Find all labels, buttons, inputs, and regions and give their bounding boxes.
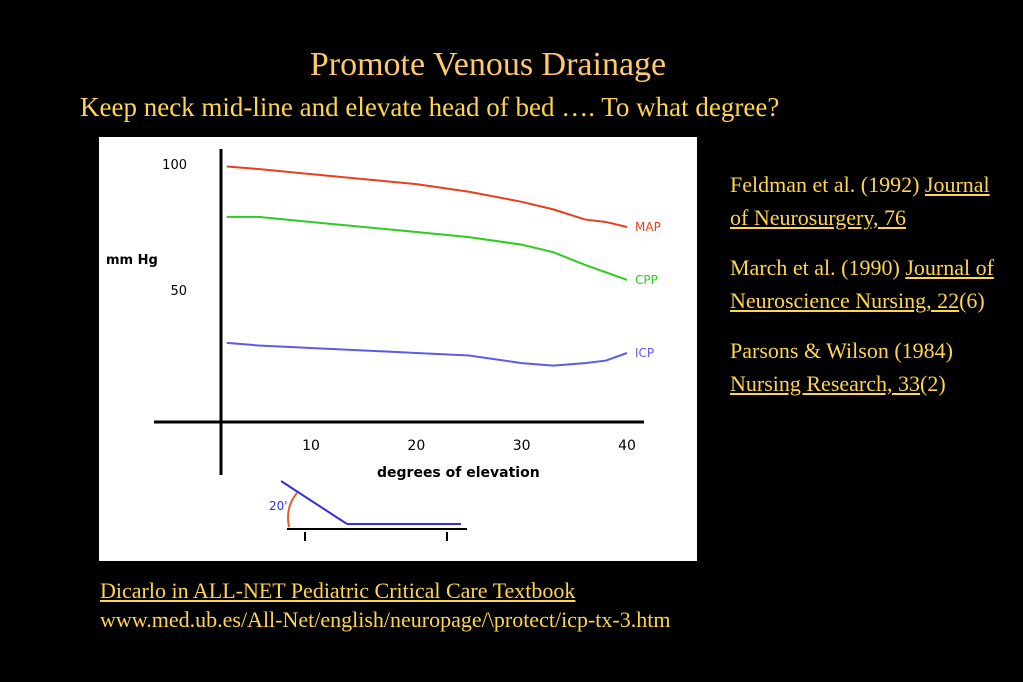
source-url[interactable]: www.med.ub.es/All-Net/english/neuropage/… — [100, 607, 671, 632]
slide-subtitle: Keep neck mid-line and elevate head of b… — [80, 92, 780, 122]
reference-author: March et al. (1990) — [730, 255, 906, 280]
x-tick-label: 10 — [302, 438, 320, 454]
y-tick-label: 50 — [170, 284, 187, 299]
angle-arc — [287, 492, 298, 528]
series-line-cpp — [226, 215, 628, 281]
bed-head-line — [280, 480, 348, 525]
reference-link[interactable]: Journal of Neuroscience Nursing, 22 — [730, 255, 994, 313]
reference-suffix: (6) — [959, 288, 985, 313]
series-line-icp — [226, 341, 628, 367]
reference-link[interactable]: Nursing Research, 33 — [730, 371, 921, 396]
angle-label: 20' — [269, 499, 288, 513]
slide-title: Promote Venous Drainage — [309, 46, 667, 83]
x-axis-label: degrees of elevation — [377, 465, 540, 481]
reference-item: Parsons & Wilson (1984) Nursing Research… — [730, 334, 1010, 400]
series-label-icp: ICP — [635, 346, 654, 360]
reference-link[interactable]: Journal of Neurosurgery, 76 — [730, 172, 990, 230]
reference-author: Parsons & Wilson (1984) — [730, 338, 953, 363]
source-link[interactable]: Dicarlo in ALL-NET Pediatric Critical Ca… — [100, 578, 576, 603]
references-list: Feldman et al. (1992) Journal of Neurosu… — [730, 168, 1010, 417]
reference-item: March et al. (1990) Journal of Neuroscie… — [730, 251, 1010, 317]
series-line-map — [226, 165, 628, 228]
chart-figure: mm Hg degrees of elevation 10 20 30 40 100 50… — [99, 137, 697, 561]
reference-suffix: (2) — [920, 371, 946, 396]
x-tick-label: 40 — [618, 438, 636, 454]
series-label-cpp: CPP — [635, 273, 658, 287]
x-tick-label: 20 — [407, 438, 425, 454]
series-label-map: MAP — [635, 220, 661, 234]
y-tick-label: 100 — [162, 158, 187, 173]
bed-elevation-diagram: 20' — [269, 480, 467, 541]
x-tick-label: 30 — [513, 438, 531, 454]
reference-item: Feldman et al. (1992) Journal of Neurosu… — [730, 168, 1010, 234]
footer-citation: Dicarlo in ALL-NET Pediatric Critical Ca… — [100, 576, 670, 634]
y-axis-label: mm Hg — [106, 253, 158, 268]
reference-author: Feldman et al. (1992) — [730, 172, 925, 197]
elevation-chart: mm Hg degrees of elevation 10 20 30 40 100 50… — [106, 149, 661, 541]
